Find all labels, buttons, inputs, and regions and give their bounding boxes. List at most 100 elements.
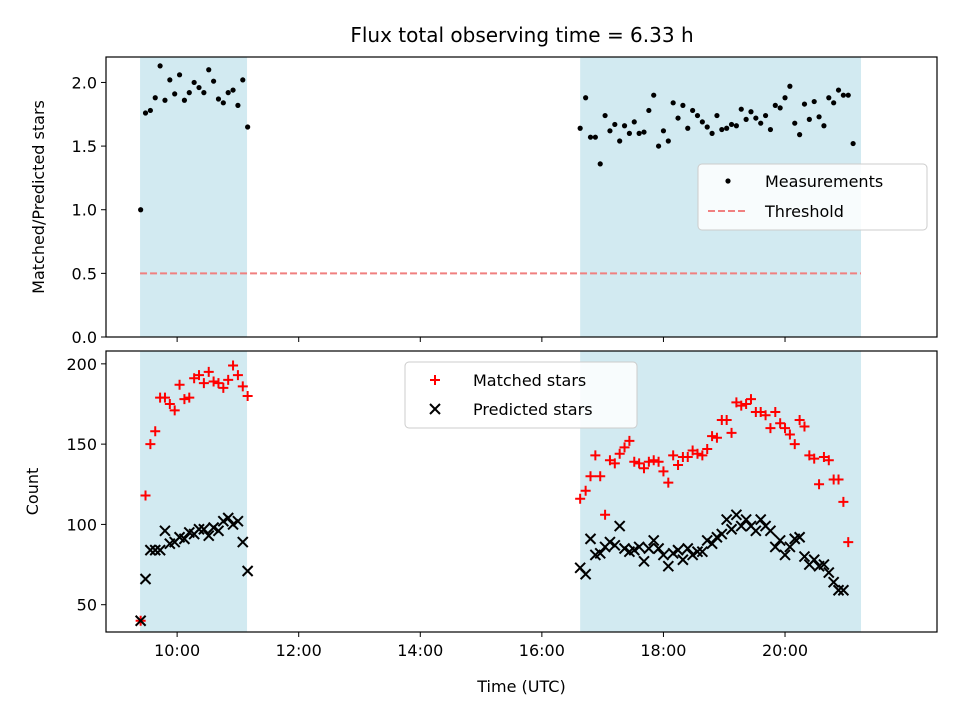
y-tick-label: 0.5 bbox=[72, 264, 97, 283]
data-point bbox=[167, 77, 173, 83]
data-point bbox=[597, 161, 603, 167]
data-point bbox=[636, 130, 642, 136]
data-point bbox=[736, 400, 747, 411]
data-point bbox=[823, 455, 834, 466]
data-point bbox=[638, 463, 649, 474]
data-point bbox=[696, 546, 709, 558]
data-point bbox=[159, 525, 171, 537]
legend-label-predicted: Predicted stars bbox=[473, 400, 593, 419]
data-point bbox=[762, 112, 769, 119]
legend-label-threshold: Threshold bbox=[764, 202, 844, 221]
data-point bbox=[675, 115, 681, 121]
data-point bbox=[780, 423, 791, 434]
data-point bbox=[225, 90, 231, 96]
data-point bbox=[808, 554, 820, 566]
data-point bbox=[794, 415, 805, 426]
data-point bbox=[777, 105, 783, 111]
data-point bbox=[631, 119, 637, 125]
data-point bbox=[784, 429, 795, 440]
data-point bbox=[699, 119, 705, 125]
data-point bbox=[814, 479, 825, 490]
data-point bbox=[670, 100, 676, 106]
data-point bbox=[634, 458, 645, 469]
data-point bbox=[831, 100, 837, 106]
data-point bbox=[690, 107, 696, 114]
data-point bbox=[595, 471, 606, 482]
data-point bbox=[590, 450, 601, 461]
data-point bbox=[793, 531, 806, 543]
data-point bbox=[621, 123, 628, 129]
observation-window-1 bbox=[140, 351, 248, 632]
data-point bbox=[648, 455, 659, 466]
data-point bbox=[223, 374, 234, 385]
data-point bbox=[194, 370, 205, 381]
data-point bbox=[685, 125, 691, 131]
data-point bbox=[826, 95, 832, 101]
data-point bbox=[730, 509, 743, 521]
data-point bbox=[162, 97, 168, 103]
data-point bbox=[619, 442, 630, 453]
y-tick-label: 50 bbox=[77, 596, 97, 615]
data-point bbox=[140, 490, 151, 501]
data-point bbox=[738, 106, 744, 112]
y-tick-label: 150 bbox=[66, 435, 97, 454]
data-point bbox=[147, 107, 153, 114]
legend-bottom: Matched stars Predicted stars bbox=[404, 361, 638, 429]
data-point bbox=[648, 534, 660, 547]
data-point bbox=[641, 129, 647, 135]
data-point bbox=[193, 523, 205, 535]
legend-frame bbox=[697, 163, 928, 231]
data-point bbox=[735, 520, 747, 532]
data-point bbox=[633, 541, 645, 553]
data-point bbox=[575, 493, 586, 504]
data-point bbox=[172, 91, 178, 97]
data-point bbox=[789, 439, 800, 450]
data-point bbox=[714, 112, 720, 119]
data-point bbox=[765, 423, 776, 434]
data-point bbox=[646, 107, 652, 114]
data-point bbox=[741, 398, 752, 409]
data-point bbox=[235, 102, 241, 108]
data-point bbox=[711, 432, 722, 443]
data-point bbox=[818, 558, 830, 571]
legend-top: Measurements Threshold bbox=[697, 163, 928, 231]
data-point bbox=[237, 381, 248, 392]
data-point bbox=[658, 466, 669, 477]
data-point bbox=[245, 124, 251, 130]
data-point bbox=[220, 100, 226, 106]
data-point bbox=[838, 496, 849, 507]
legend-marker-predicted bbox=[429, 403, 441, 415]
data-point bbox=[134, 615, 147, 627]
y-tick-label: 1.5 bbox=[72, 137, 97, 156]
data-point bbox=[609, 458, 620, 469]
data-point bbox=[184, 392, 195, 403]
data-point bbox=[816, 114, 822, 120]
data-point bbox=[614, 448, 625, 459]
data-point bbox=[707, 431, 718, 442]
data-point bbox=[724, 125, 730, 131]
data-point bbox=[164, 398, 175, 409]
data-point bbox=[232, 370, 243, 381]
data-point bbox=[241, 565, 254, 577]
data-point bbox=[750, 525, 762, 537]
data-point bbox=[772, 102, 778, 108]
data-point bbox=[206, 67, 212, 73]
data-point bbox=[774, 534, 786, 547]
data-point bbox=[672, 544, 684, 556]
data-point bbox=[602, 112, 608, 119]
data-point bbox=[799, 421, 810, 432]
legend-label-measurements: Measurements bbox=[765, 172, 883, 191]
data-point bbox=[638, 555, 650, 568]
data-point bbox=[230, 87, 236, 93]
data-point bbox=[691, 546, 704, 558]
data-point bbox=[191, 79, 197, 86]
data-point bbox=[821, 123, 827, 129]
data-point bbox=[733, 123, 739, 129]
data-point bbox=[782, 95, 788, 101]
data-point bbox=[594, 547, 606, 560]
data-point bbox=[806, 116, 812, 122]
data-point bbox=[845, 92, 851, 98]
y-tick-label: 200 bbox=[66, 355, 97, 374]
data-point bbox=[798, 550, 811, 563]
